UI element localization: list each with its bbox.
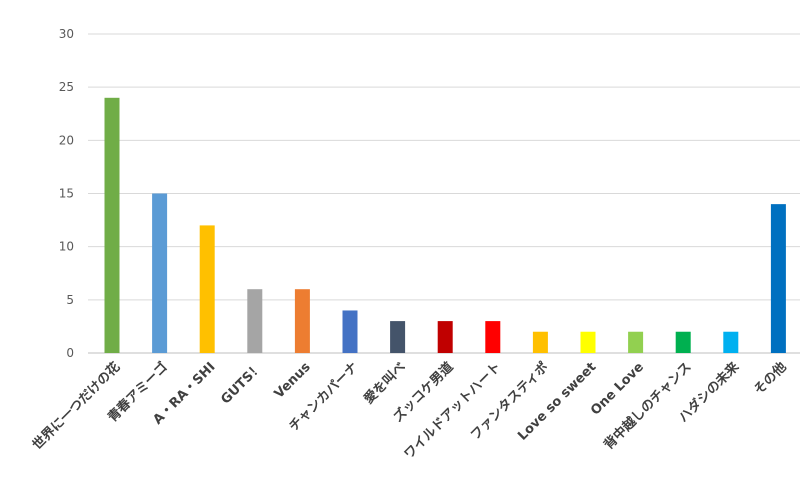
bar (437, 321, 453, 353)
y-axis-ticks: 0 5 10 15 20 25 30 (59, 27, 74, 360)
bar (152, 193, 168, 353)
x-category-label: その他 (751, 359, 790, 398)
y-tick-label: 25 (59, 80, 74, 94)
bar (485, 321, 501, 353)
x-category-label: ファンタスティポ (467, 359, 551, 443)
gridlines (88, 33, 800, 354)
x-category-label: GUTS！ (218, 360, 266, 408)
x-category-label: 世界に一つだけの花 (29, 359, 123, 453)
bar (199, 225, 215, 353)
bar (532, 331, 548, 353)
bar (247, 289, 263, 353)
x-category-label: Venus (272, 360, 314, 402)
y-tick-label: 0 (66, 346, 74, 360)
bar (294, 289, 310, 353)
bars (104, 97, 786, 353)
y-tick-label: 10 (59, 240, 74, 254)
bar (628, 331, 644, 353)
bar (342, 310, 358, 353)
x-category-label: 背中越しのチャンス (601, 359, 695, 453)
y-tick-label: 30 (59, 27, 74, 41)
y-tick-label: 20 (59, 133, 74, 147)
bar (675, 331, 691, 353)
bar (770, 204, 786, 353)
y-tick-label: 15 (59, 187, 74, 201)
bar (723, 331, 739, 353)
bar (390, 321, 406, 353)
x-category-label: 愛を叫べ (361, 359, 409, 407)
bar (580, 331, 596, 353)
bar (104, 97, 120, 353)
y-tick-label: 5 (66, 293, 74, 307)
